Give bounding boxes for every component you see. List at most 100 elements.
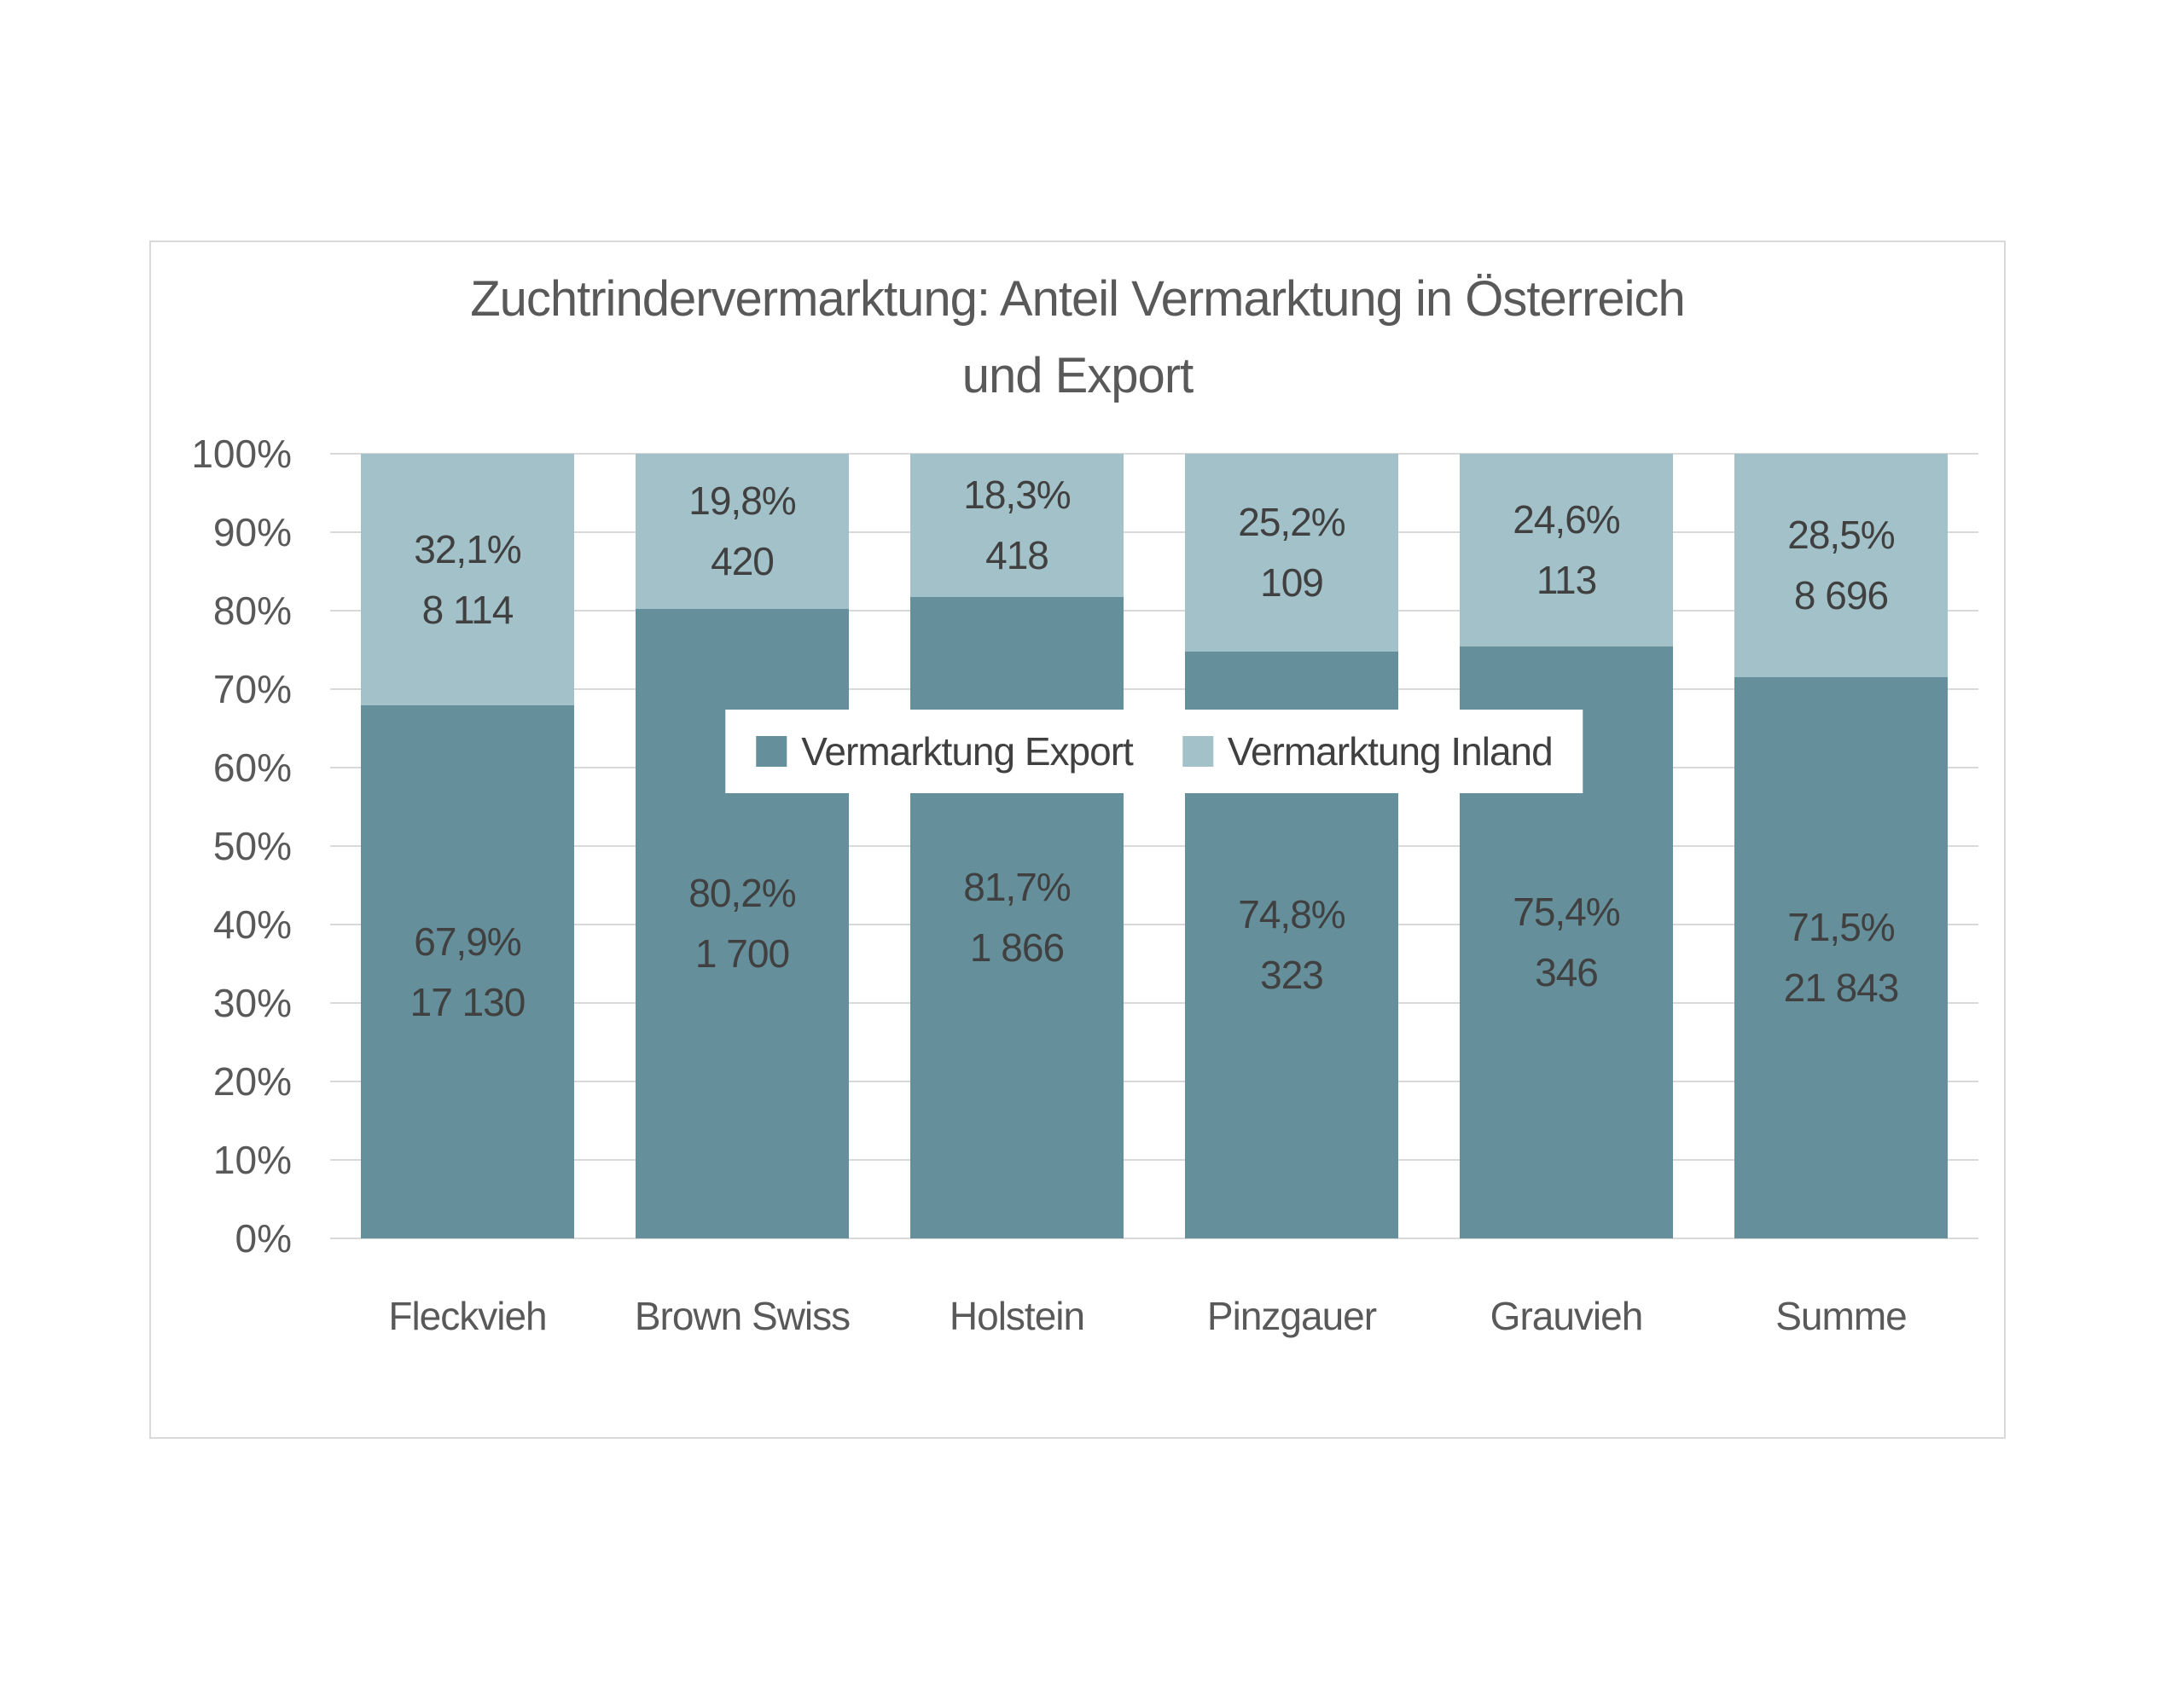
- legend-swatch-icon: [1182, 736, 1213, 767]
- data-label: 18,3% 418: [910, 454, 1124, 597]
- bars-layer: 32,1% 8 114 67,9% 17 130 19,8% 420 80,2% 1 700 1…: [330, 454, 1978, 1238]
- gridline: [330, 453, 1978, 455]
- chart-title: Zuchtrindervermarktung: Anteil Vermarktu…: [151, 261, 2004, 415]
- data-label: 19,8% 420: [636, 454, 849, 609]
- gridline: [330, 924, 1978, 925]
- bar-slot: 19,8% 420 80,2% 1 700: [605, 454, 880, 1238]
- gridline: [330, 1159, 1978, 1161]
- data-label: 71,5% 21 843: [1734, 677, 1948, 1238]
- data-label-percent: 24,6%: [1513, 497, 1620, 542]
- bar-slot: 25,2% 109 74,8% 323: [1154, 454, 1429, 1238]
- category-label: Fleckvieh: [388, 1294, 547, 1338]
- category-label: Holstein: [949, 1294, 1085, 1338]
- data-label-percent: 81,7%: [963, 865, 1071, 910]
- y-axis-tick-label: 60%: [212, 745, 292, 790]
- bar-slot: 32,1% 8 114 67,9% 17 130: [330, 454, 605, 1238]
- bar-segment-inland: 19,8% 420: [636, 454, 849, 610]
- bar-segment-inland: 24,6% 113: [1460, 454, 1673, 647]
- legend-entry: Vermarktung Export: [756, 728, 1134, 774]
- y-axis-tick-label: 70%: [212, 667, 292, 711]
- data-label: 80,2% 1 700: [636, 609, 849, 1238]
- data-label-count: 1 866: [969, 925, 1065, 971]
- y-axis-tick-label: 10%: [212, 1138, 292, 1182]
- bar-segment-inland: 25,2% 109: [1185, 454, 1398, 652]
- data-label: 75,4% 346: [1460, 646, 1673, 1238]
- bar-segment-inland: 28,5% 8 696: [1734, 454, 1948, 678]
- data-label-percent: 19,8%: [688, 478, 796, 524]
- chart-title-line1: Zuchtrindervermarktung: Anteil Vermarktu…: [470, 271, 1686, 327]
- data-label-count: 420: [711, 539, 775, 584]
- stacked-bar: 25,2% 109 74,8% 323: [1185, 454, 1398, 1238]
- legend-swatch-icon: [756, 736, 787, 767]
- stacked-bar: 24,6% 113 75,4% 346: [1460, 454, 1673, 1238]
- y-axis-tick-label: 30%: [212, 981, 292, 1025]
- data-label-percent: 18,3%: [963, 472, 1071, 518]
- legend-entry: Vermarktung Inland: [1182, 728, 1554, 774]
- data-label: 67,9% 17 130: [361, 705, 574, 1238]
- category-label: Pinzgauer: [1206, 1294, 1377, 1338]
- data-label-percent: 74,8%: [1238, 891, 1345, 936]
- data-label-count: 1 700: [694, 931, 790, 977]
- data-label-percent: 75,4%: [1513, 890, 1620, 935]
- legend-label: Vermarktung Export: [801, 729, 1134, 774]
- y-axis-tick-label: 40%: [212, 902, 292, 947]
- plot-area: 32,1% 8 114 67,9% 17 130 19,8% 420 80,2% 1 700 1…: [330, 453, 1978, 1239]
- data-label-count: 323: [1260, 952, 1324, 997]
- data-label: 74,8% 323: [1185, 652, 1398, 1238]
- stacked-bar: 28,5% 8 696 71,5% 21 843: [1734, 454, 1948, 1238]
- category-label: Grauvieh: [1490, 1294, 1644, 1338]
- data-label: 81,7% 1 866: [910, 597, 1124, 1238]
- data-label-count: 17 130: [410, 979, 526, 1024]
- gridline: [330, 531, 1978, 533]
- data-label-count: 418: [985, 533, 1049, 578]
- stacked-bar: 19,8% 420 80,2% 1 700: [636, 454, 849, 1238]
- bar-slot: 28,5% 8 696 71,5% 21 843: [1704, 454, 1978, 1238]
- y-axis-tick-label: 80%: [212, 588, 292, 633]
- data-label: 32,1% 8 114: [361, 454, 574, 705]
- bar-segment-inland: 18,3% 418: [910, 454, 1124, 598]
- category-label: Brown Swiss: [634, 1294, 851, 1338]
- data-label-percent: 67,9%: [414, 919, 521, 964]
- y-axis-tick-label: 100%: [191, 432, 292, 476]
- data-label-percent: 28,5%: [1787, 513, 1895, 558]
- stacked-bar: 18,3% 418 81,7% 1 866: [910, 454, 1124, 1238]
- bar-slot: 18,3% 418 81,7% 1 866: [880, 454, 1154, 1238]
- y-axis-tick-label: 20%: [212, 1059, 292, 1104]
- data-label: 25,2% 109: [1185, 454, 1398, 652]
- bar-segment-export: 80,2% 1 700: [636, 609, 849, 1238]
- data-label-count: 113: [1536, 558, 1597, 603]
- data-label-percent: 71,5%: [1787, 905, 1895, 950]
- data-label-count: 8 114: [421, 587, 514, 632]
- data-label-count: 21 843: [1783, 965, 1900, 1011]
- data-label: 28,5% 8 696: [1734, 454, 1948, 677]
- legend-label: Vermarktung Inland: [1227, 729, 1554, 774]
- gridline: [330, 1081, 1978, 1082]
- bar-segment-export: 67,9% 17 130: [361, 705, 574, 1238]
- gridline: [330, 688, 1978, 690]
- data-label-percent: 32,1%: [414, 526, 521, 571]
- data-label-count: 346: [1535, 950, 1599, 995]
- chart-frame: Zuchtrindervermarktung: Anteil Vermarktu…: [149, 241, 2006, 1439]
- data-label: 24,6% 113: [1460, 454, 1673, 646]
- data-label-count: 8 696: [1793, 573, 1889, 618]
- gridline: [330, 1002, 1978, 1004]
- bar-segment-inland: 32,1% 8 114: [361, 454, 574, 706]
- bar-slot: 24,6% 113 75,4% 346: [1429, 454, 1704, 1238]
- y-axis-tick-label: 0%: [235, 1216, 292, 1261]
- stacked-bar: 32,1% 8 114 67,9% 17 130: [361, 454, 574, 1238]
- data-label-count: 109: [1260, 559, 1324, 605]
- category-label: Summe: [1775, 1294, 1907, 1338]
- gridline: [330, 610, 1978, 612]
- data-label-percent: 80,2%: [688, 871, 796, 916]
- gridline: [330, 845, 1978, 847]
- bar-segment-export: 71,5% 21 843: [1734, 677, 1948, 1238]
- gridline: [330, 1238, 1978, 1239]
- x-axis-labels: Fleckvieh Brown Swiss Holstein Pinzgauer Gra…: [330, 1286, 1978, 1346]
- y-axis-tick-label: 50%: [212, 824, 292, 868]
- y-axis-tick-label: 90%: [212, 510, 292, 554]
- bar-segment-export: 81,7% 1 866: [910, 597, 1124, 1238]
- data-label-percent: 25,2%: [1238, 499, 1345, 544]
- chart-title-line2: und Export: [961, 348, 1194, 403]
- legend: Vermarktung Export Vermarktung Inland: [725, 710, 1583, 793]
